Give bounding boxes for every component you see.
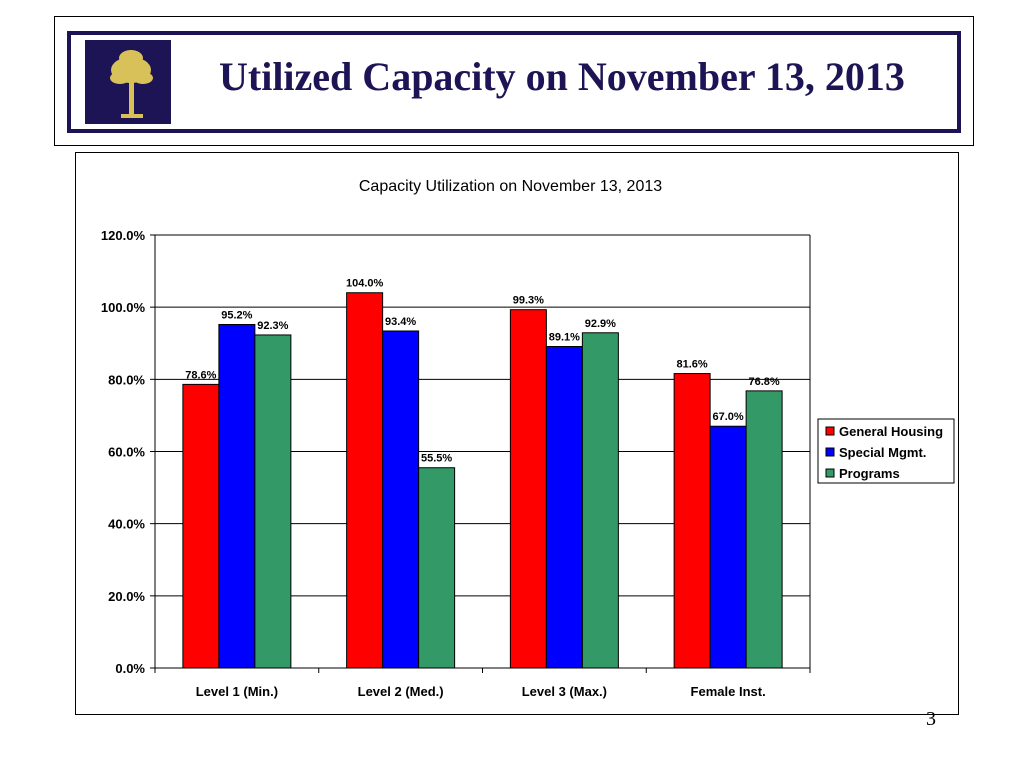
data-label: 81.6% [677, 359, 708, 371]
y-tick-label: 120.0% [101, 228, 146, 243]
data-label: 89.1% [549, 331, 580, 343]
bar [346, 292, 384, 669]
title-banner-frame: Utilized Capacity on November 13, 2013 [67, 31, 961, 133]
legend-label: General Housing [839, 424, 943, 439]
bar [418, 467, 456, 669]
y-tick-label: 80.0% [108, 372, 145, 387]
legend-label: Special Mgmt. [839, 445, 926, 460]
bar [254, 334, 292, 669]
x-tick-label: Female Inst. [691, 684, 766, 699]
bar [182, 383, 220, 669]
title-banner: Utilized Capacity on November 13, 2013 [54, 16, 974, 146]
legend-swatch [825, 426, 835, 436]
chart-frame: Capacity Utilization on November 13, 201… [75, 152, 959, 715]
y-tick-label: 40.0% [108, 517, 145, 532]
data-label: 76.8% [749, 376, 780, 388]
bar-chart: Capacity Utilization on November 13, 201… [101, 178, 955, 699]
x-tick-label: Level 2 (Med.) [358, 684, 444, 699]
y-tick-label: 100.0% [101, 300, 146, 315]
data-label: 67.0% [713, 411, 744, 423]
y-tick-label: 60.0% [108, 445, 145, 460]
bar [581, 332, 619, 669]
data-label: 95.2% [221, 309, 252, 321]
bar [673, 373, 711, 669]
data-label: 78.6% [185, 369, 216, 381]
legend-swatch [825, 447, 835, 457]
bar [745, 390, 783, 669]
data-label: 92.3% [257, 320, 288, 332]
data-label: 93.4% [385, 316, 416, 328]
palmetto-crescent-flag-icon [85, 40, 171, 124]
data-label: 104.0% [346, 278, 384, 290]
legend-swatch [825, 468, 835, 478]
y-tick-label: 0.0% [115, 661, 145, 676]
page-title: Utilized Capacity on November 13, 2013 [219, 54, 905, 99]
data-label: 99.3% [513, 295, 544, 307]
x-tick-label: Level 1 (Min.) [196, 684, 278, 699]
bar [382, 330, 420, 669]
bar [709, 425, 747, 669]
y-tick-label: 20.0% [108, 589, 145, 604]
data-label: 55.5% [421, 453, 452, 465]
bar [218, 323, 256, 669]
legend-box [817, 418, 955, 484]
data-label: 92.9% [585, 318, 616, 330]
bar [545, 345, 583, 669]
bar [509, 309, 547, 669]
chart-title: Capacity Utilization on November 13, 201… [359, 178, 662, 195]
x-tick-label: Level 3 (Max.) [522, 684, 607, 699]
slide-number: 3 [926, 708, 936, 730]
legend-label: Programs [839, 466, 900, 481]
